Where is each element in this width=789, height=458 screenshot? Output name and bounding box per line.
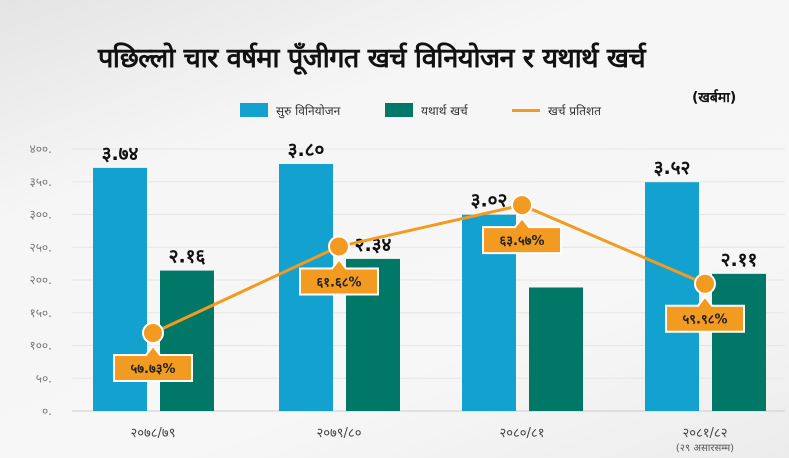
y-tick-label: ०. (42, 404, 52, 418)
legend-swatch (240, 103, 268, 117)
chart-title: पछिल्लो चार वर्षमा पूँजीगत खर्च विनियोजन… (98, 43, 646, 74)
y-tick-label: २५०. (29, 240, 52, 254)
legend-item-initial: सुरु विनियोजन (240, 98, 340, 122)
percent-label: ५७.७३% (130, 362, 175, 377)
x-tick-note: (२९ असारसम्म) (676, 443, 734, 454)
percent-callout (299, 257, 379, 296)
percent-point (511, 194, 533, 217)
percent-label: ६३.५७% (499, 234, 544, 249)
percent-label: ५९.९८% (682, 313, 727, 328)
legend-label: यथार्थ खर्च (421, 103, 468, 118)
x-tick-label: २०७९/८० (317, 426, 362, 441)
bar-value-label: ३.८० (288, 139, 325, 161)
y-tick-label: २००. (29, 273, 52, 287)
percent-point (694, 272, 716, 295)
legend-item-percent: खर्च प्रतिशत (512, 98, 601, 122)
y-tick-label: ५०. (36, 371, 52, 385)
x-tick-label: २०८०/८१ (500, 426, 545, 441)
unit-label: (खर्बमा) (692, 90, 737, 106)
bar-value-label: ३.०२ (471, 190, 508, 212)
percent-callout (113, 344, 193, 382)
y-tick-label: १५०. (29, 306, 52, 320)
percent-callout (665, 295, 745, 333)
legend-label: सुरु विनियोजन (276, 103, 341, 118)
bar-value-label: ३.७४ (102, 143, 139, 165)
y-tick-label: ४००. (29, 142, 52, 156)
y-tick-label: १००. (29, 339, 52, 353)
bar-value-label: २.१६ (169, 246, 206, 268)
bar-value-label: २.११ (721, 249, 758, 271)
percent-point (328, 235, 350, 258)
percent-callout (482, 216, 562, 255)
legend-item-actual: यथार्थ खर्च (385, 98, 468, 122)
legend-label: खर्च प्रतिशत (548, 103, 602, 118)
legend-swatch (385, 103, 413, 117)
bar (160, 270, 214, 411)
y-tick-label: ३००. (29, 208, 52, 222)
x-tick-label: २०७८/७९ (131, 426, 176, 441)
percent-label: ६१.६८% (316, 275, 361, 290)
x-tick-label: २०८१/८२ (683, 426, 728, 441)
legend-swatch (512, 108, 540, 112)
bar (645, 182, 699, 411)
y-tick-label: ३५०. (29, 175, 52, 189)
bar (529, 287, 583, 411)
percent-point (142, 322, 164, 344)
bar-value-label: ३.५२ (654, 157, 691, 179)
percent-line (152, 203, 706, 335)
bar (712, 273, 766, 411)
